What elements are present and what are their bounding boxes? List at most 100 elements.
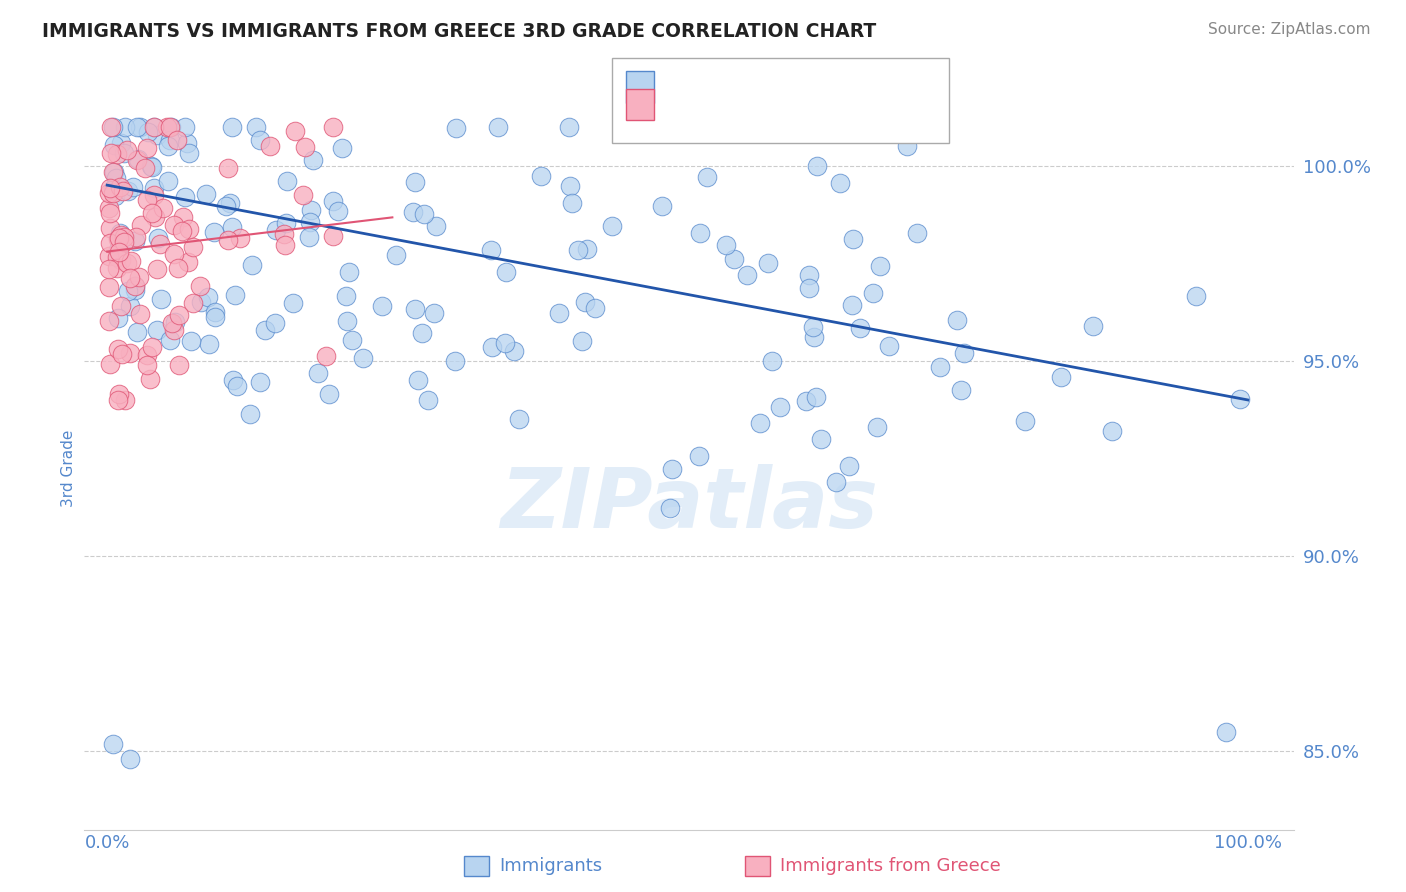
Point [98, 261, 121, 276]
Point [135, 193, 157, 207]
Point [101, 182, 124, 196]
Point [1014, 413, 1036, 427]
Point [167, 260, 190, 275]
Point [149, 236, 172, 251]
Point [571, 334, 593, 349]
Point [283, 124, 305, 138]
Text: IMMIGRANTS VS IMMIGRANTS FROM GREECE 3RD GRADE CORRELATION CHART: IMMIGRANTS VS IMMIGRANTS FROM GREECE 3RD… [42, 22, 876, 41]
Point [105, 261, 128, 276]
Point [100, 146, 122, 161]
Text: R =  0.425   N =  87: R = 0.425 N = 87 [671, 110, 889, 128]
Point [602, 219, 624, 233]
Point [225, 379, 247, 393]
Point [115, 256, 138, 270]
Point [264, 223, 287, 237]
Point [129, 219, 152, 233]
Point [714, 238, 737, 252]
Point [107, 244, 129, 258]
Point [508, 412, 530, 426]
Point [411, 326, 433, 340]
Point [163, 219, 186, 233]
Point [412, 207, 434, 221]
Point [112, 235, 135, 249]
Point [179, 146, 201, 161]
Point [240, 258, 263, 272]
Point [905, 227, 928, 241]
Point [107, 392, 129, 407]
Point [148, 231, 170, 245]
Point [841, 298, 863, 312]
Point [105, 147, 128, 161]
Point [204, 305, 226, 319]
Point [204, 310, 226, 324]
Point [108, 387, 131, 401]
Point [224, 288, 246, 302]
Point [198, 337, 221, 351]
Point [806, 159, 828, 173]
Point [176, 136, 198, 150]
Point [862, 286, 884, 301]
Point [170, 224, 193, 238]
Point [929, 360, 952, 375]
Point [418, 392, 440, 407]
Point [723, 252, 745, 266]
Point [803, 330, 825, 344]
Point [101, 737, 124, 751]
Point [163, 315, 186, 329]
Point [769, 400, 792, 414]
Point [129, 307, 152, 321]
Point [172, 210, 194, 224]
Point [281, 296, 304, 310]
Point [110, 299, 132, 313]
Point [328, 203, 350, 218]
Point [425, 219, 447, 234]
Point [494, 336, 516, 351]
Point [828, 176, 851, 190]
Point [125, 153, 148, 167]
Point [423, 306, 446, 320]
Point [322, 194, 344, 208]
Point [98, 202, 121, 216]
Point [98, 314, 121, 328]
Point [118, 346, 141, 360]
Text: Immigrants from Greece: Immigrants from Greece [780, 857, 1001, 875]
Point [136, 141, 159, 155]
Point [799, 268, 821, 282]
Point [105, 170, 128, 185]
Point [335, 289, 357, 303]
Point [180, 334, 202, 348]
Point [143, 188, 166, 202]
Point [107, 232, 129, 246]
Point [869, 259, 891, 273]
Point [195, 187, 218, 202]
Point [121, 179, 143, 194]
Point [560, 178, 582, 193]
Point [173, 120, 195, 134]
Point [112, 230, 135, 244]
Point [217, 161, 239, 175]
Point [298, 230, 321, 244]
Point [104, 189, 127, 203]
Point [337, 265, 360, 279]
Point [336, 314, 359, 328]
Point [561, 195, 583, 210]
Point [253, 322, 276, 336]
Point [825, 475, 848, 490]
Point [190, 295, 212, 310]
Point [135, 347, 157, 361]
Point [143, 210, 166, 224]
Point [801, 319, 824, 334]
Point [274, 216, 297, 230]
Point [156, 174, 179, 188]
Point [117, 184, 139, 198]
Point [945, 312, 967, 326]
Point [112, 184, 135, 198]
Point [503, 344, 526, 359]
Point [141, 160, 163, 174]
Point [274, 238, 297, 252]
Point [301, 202, 323, 217]
Point [107, 231, 129, 245]
Point [322, 228, 344, 243]
Point [159, 333, 181, 347]
Point [689, 226, 711, 240]
